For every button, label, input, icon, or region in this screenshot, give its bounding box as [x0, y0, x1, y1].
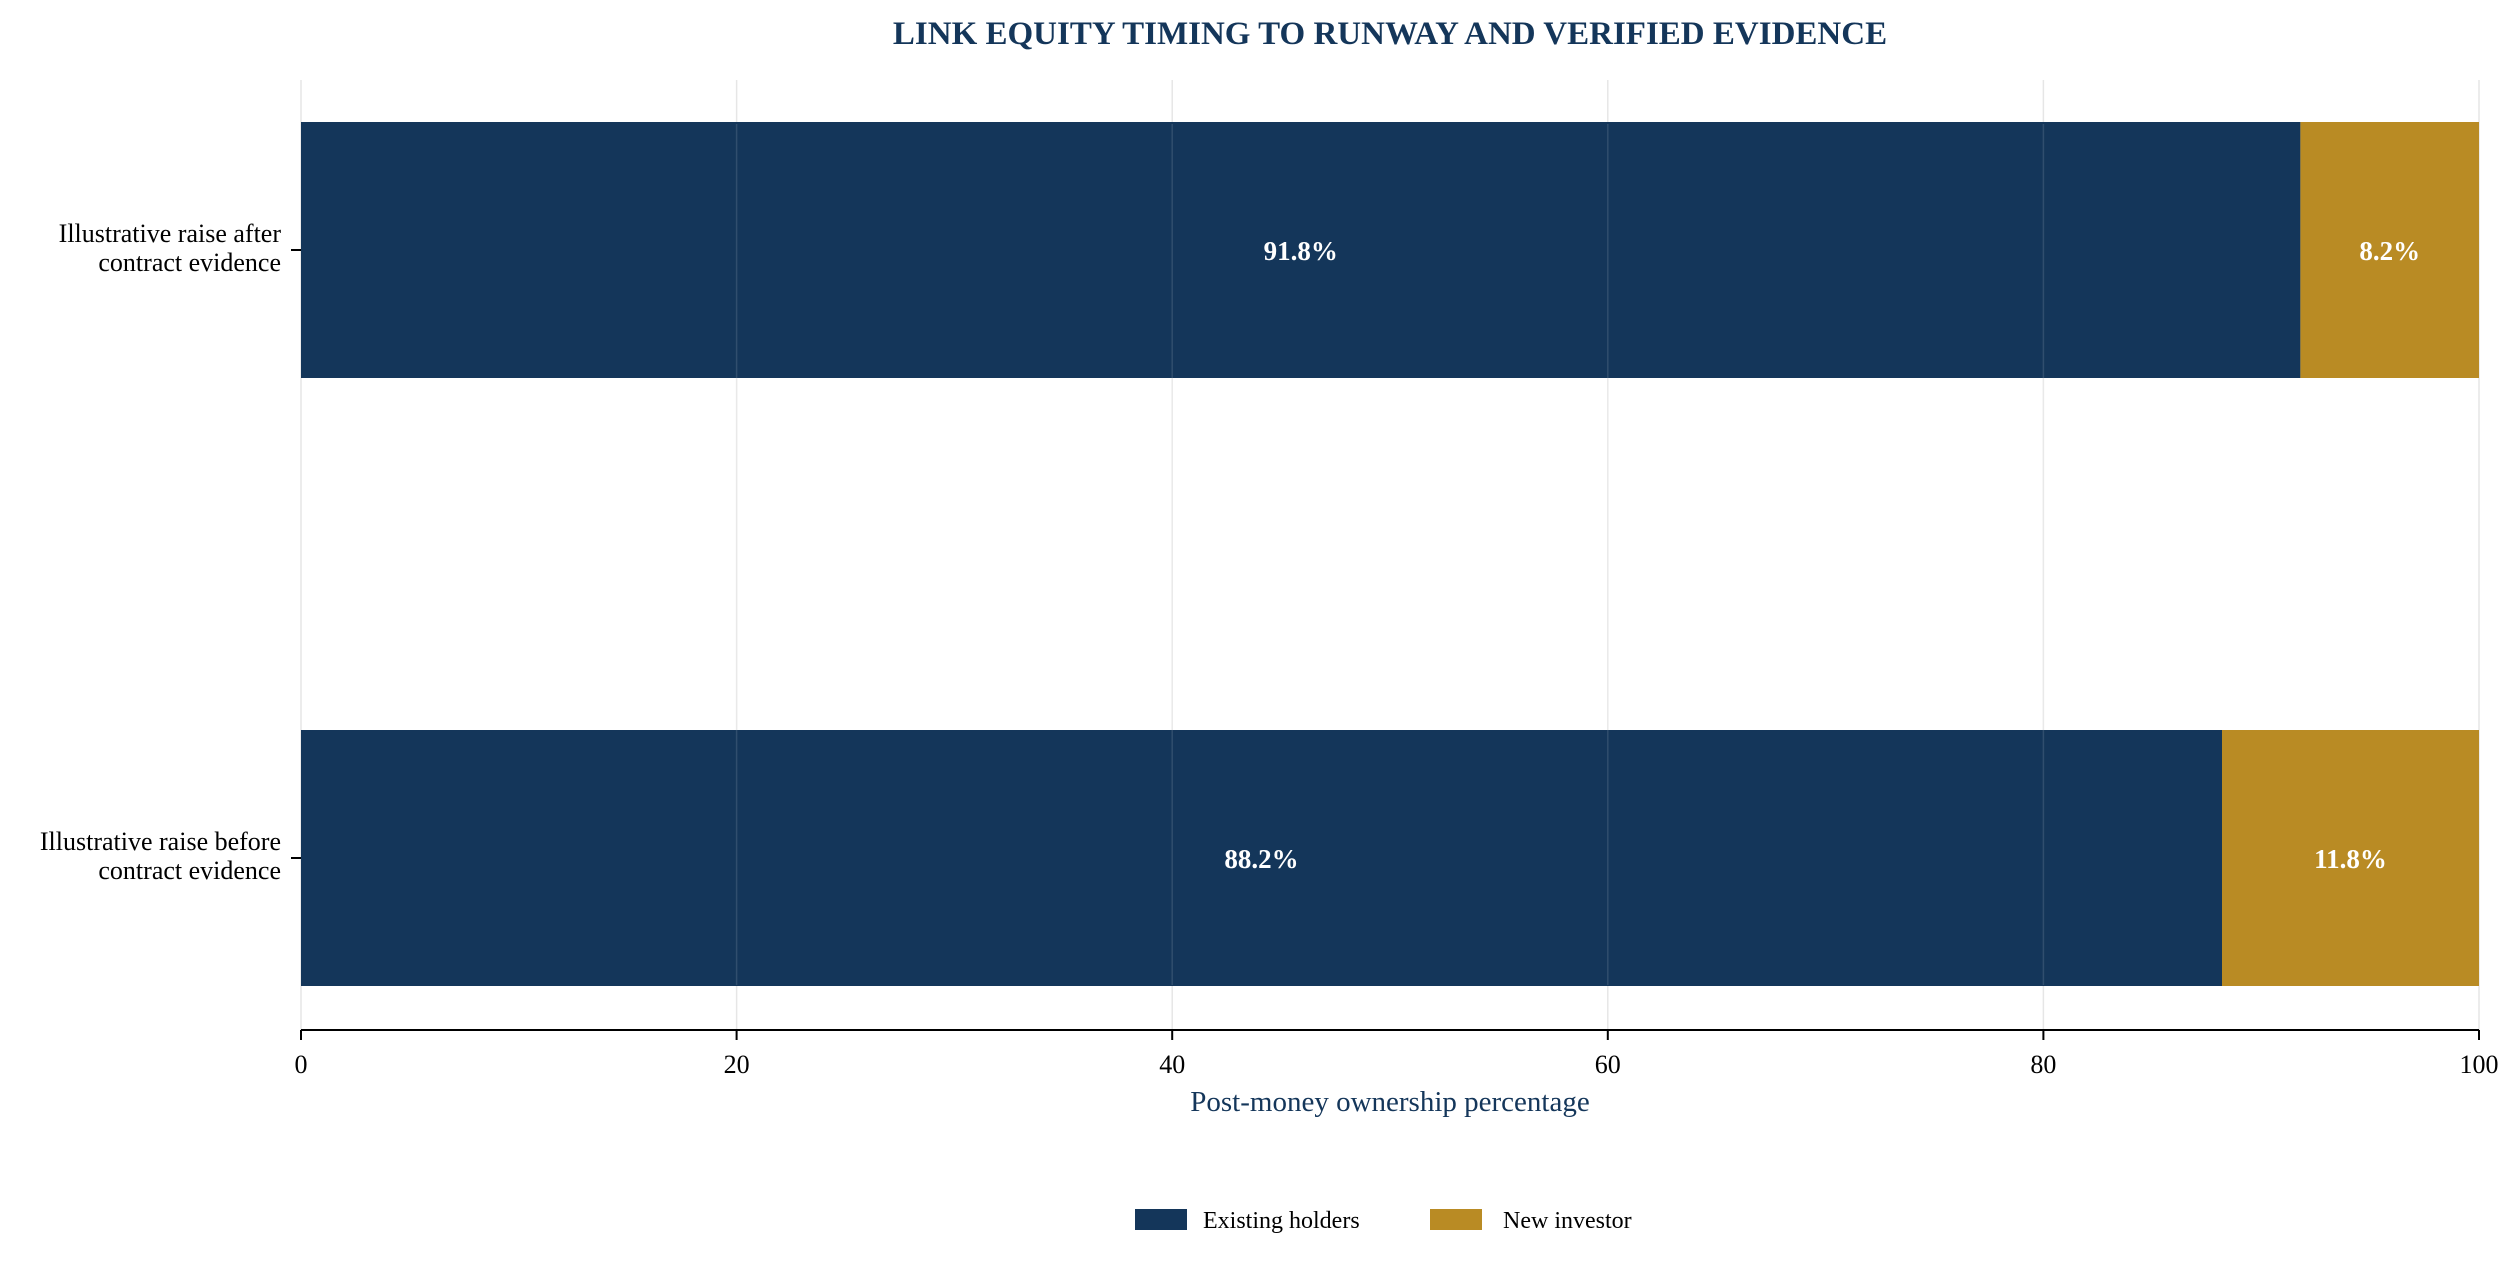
- x-tick-label: 20: [724, 1050, 750, 1079]
- x-axis-label: Post-money ownership percentage: [1190, 1086, 1589, 1118]
- bar-segment: [2221, 730, 2479, 986]
- x-tick-label: 80: [2030, 1050, 2056, 1079]
- data-label: 91.8%: [1264, 236, 1338, 266]
- category-label: Illustrative raise after contract evidenc…: [59, 219, 282, 277]
- legend-label: New investor: [1503, 1208, 1632, 1234]
- legend-swatch: [1135, 1209, 1187, 1230]
- overlay-gridlines: [735, 124, 2045, 985]
- axes: Illustrative raise after contract evidenc…: [40, 219, 2499, 1079]
- category-label: Illustrative raise before contract eviden…: [40, 827, 281, 885]
- legend: Existing holders New investor: [1135, 1208, 1632, 1234]
- data-label: 8.2%: [2359, 236, 2420, 266]
- bar-segment: [301, 122, 2301, 378]
- legend-label: Existing holders: [1203, 1208, 1360, 1234]
- data-labels: 91.8% 8.2% 88.2% 11.8%: [1224, 236, 2420, 874]
- legend-swatch: [1430, 1209, 1482, 1230]
- chart-title: LINK EQUITY TIMING TO RUNWAY AND VERIFIE…: [893, 16, 1887, 52]
- x-tick-label: 100: [2460, 1050, 2499, 1079]
- data-label: 88.2%: [1224, 844, 1298, 874]
- x-tick-label: 60: [1595, 1050, 1621, 1079]
- bar-segment: [301, 730, 2222, 986]
- data-label: 11.8%: [2314, 844, 2387, 874]
- bar-segment: [2300, 122, 2479, 378]
- x-tick-label: 0: [295, 1050, 308, 1079]
- x-tick-label: 40: [1159, 1050, 1185, 1079]
- bars: [301, 122, 2479, 986]
